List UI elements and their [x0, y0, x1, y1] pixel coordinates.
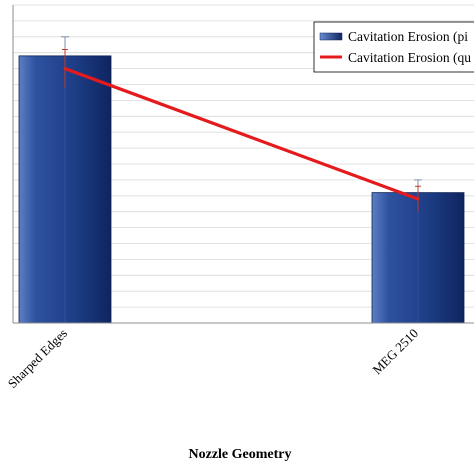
tick-labels: Sharped Edges MEG 2510	[5, 326, 421, 391]
x-tick-label: Sharped Edges	[5, 326, 70, 391]
legend: Cavitation Erosion (pi Cavitation Erosio…	[313, 21, 474, 73]
legend-box	[313, 21, 474, 73]
legend-bar-swatch	[319, 32, 343, 41]
x-axis-title: Nozzle Geometry	[189, 447, 292, 462]
x-tick-label: MEG 2510	[369, 326, 421, 378]
bars	[18, 36, 465, 324]
series-line	[63, 66, 420, 201]
line-series	[62, 49, 421, 212]
axes	[12, 5, 474, 324]
legend-bar-label: Cavitation Erosion (pi	[348, 29, 468, 44]
legend-line-label: Cavitation Erosion (qu	[348, 50, 471, 65]
